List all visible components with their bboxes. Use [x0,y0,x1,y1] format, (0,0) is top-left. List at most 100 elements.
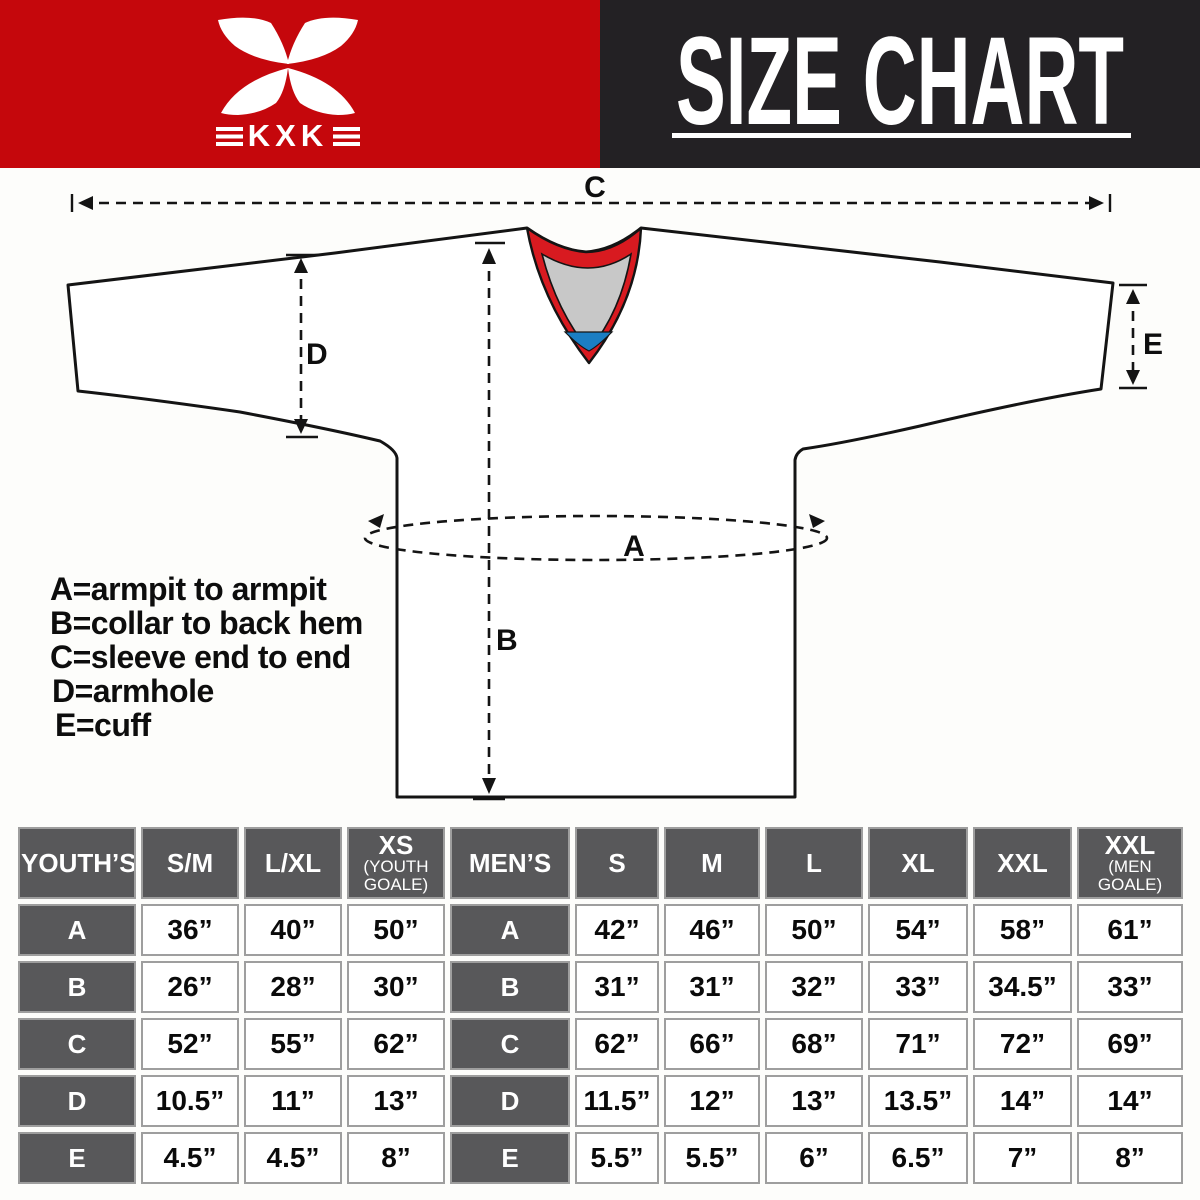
row-label-cell: C [18,1018,136,1070]
size-value-cell: 32” [765,961,863,1013]
men-goalie-note2: GOALE) [1097,875,1163,894]
table-row-e: E 4.5” 4.5” 8” E 5.5” 5.5” 6” 6.5” 7” 8” [18,1132,1183,1184]
row-label-cell: E [450,1132,570,1184]
size-value-cell: 36” [141,904,239,956]
size-value-cell: 11.5” [575,1075,659,1127]
men-col-m: M [664,827,760,899]
kxk-logo-icon: KXK [216,17,360,153]
size-value-cell: 61” [1077,904,1183,956]
size-value-cell: 5.5” [664,1132,760,1184]
size-value-cell: 4.5” [141,1132,239,1184]
legend-line-e: E=cuff [55,707,152,743]
measure-label-d: D [306,338,328,371]
men-goalie-size: XXL [1104,830,1156,861]
legend-line-b: B=collar to back hem [50,605,363,641]
jersey-measurement-diagram: C D B [0,168,1200,825]
table-row-a: A 36” 40” 50” A 42” 46” 50” 54” 58” 61” [18,904,1183,956]
size-value-cell: 14” [973,1075,1072,1127]
size-value-cell: 10.5” [141,1075,239,1127]
youth-col-goalie: XS (YOUTH GOALE) [347,827,445,899]
brand-banner: KXK [0,0,600,168]
youth-section-header: YOUTH’S [18,827,136,899]
row-label-cell: C [450,1018,570,1070]
title-underline [672,133,1131,138]
size-value-cell: 28” [244,961,342,1013]
size-value-cell: 30” [347,961,445,1013]
size-value-cell: 8” [347,1132,445,1184]
size-value-cell: 13” [765,1075,863,1127]
measure-arrow-b [473,241,505,801]
collar-inner-gray [540,252,633,352]
size-value-cell: 66” [664,1018,760,1070]
size-value-cell: 68” [765,1018,863,1070]
size-value-cell: 34.5” [973,961,1072,1013]
legend-line-d: D=armhole [52,673,214,709]
row-label-cell: A [18,904,136,956]
measure-label-a: A [623,530,645,563]
row-label-cell: A [450,904,570,956]
size-value-cell: 58” [973,904,1072,956]
size-value-cell: 71” [868,1018,968,1070]
size-value-cell: 26” [141,961,239,1013]
youth-goalie-size: XS [378,830,414,861]
size-value-cell: 31” [575,961,659,1013]
row-label-cell: E [18,1132,136,1184]
size-value-cell: 69” [1077,1018,1183,1070]
men-col-xxl: XXL [973,827,1072,899]
header: KXK SIZE CHART [0,0,1200,168]
size-value-cell: 13.5” [868,1075,968,1127]
youth-col-lxl: L/XL [244,827,342,899]
size-value-cell: 6” [765,1132,863,1184]
size-value-cell: 50” [765,904,863,956]
legend-line-c: C=sleeve end to end [50,639,351,675]
size-value-cell: 54” [868,904,968,956]
measure-arrow-e [1119,283,1147,390]
size-value-cell: 33” [1077,961,1183,1013]
measure-label-c: C [584,171,606,204]
size-value-cell: 62” [575,1018,659,1070]
measure-arrow-d [286,253,318,439]
row-label-cell: B [18,961,136,1013]
size-value-cell: 62” [347,1018,445,1070]
men-col-s: S [575,827,659,899]
size-value-cell: 31” [664,961,760,1013]
legend-line-a: A=armpit to armpit [50,571,327,607]
size-value-cell: 50” [347,904,445,956]
page-title: SIZE CHART [676,12,1124,151]
men-col-goalie: XXL (MEN GOALE) [1077,827,1183,899]
size-value-cell: 52” [141,1018,239,1070]
size-value-cell: 33” [868,961,968,1013]
row-label-cell: D [450,1075,570,1127]
size-value-cell: 46” [664,904,760,956]
size-value-cell: 14” [1077,1075,1183,1127]
collar-blue-insert [563,331,614,352]
size-value-cell: 8” [1077,1132,1183,1184]
men-goalie-note1: (MEN [1108,857,1152,877]
size-value-cell: 5.5” [575,1132,659,1184]
measurement-legend: A=armpit to armpit B=collar to back hem … [50,571,363,743]
size-value-cell: 7” [973,1132,1072,1184]
men-col-xl: XL [868,827,968,899]
size-value-cell: 12” [664,1075,760,1127]
logo-wordmark: KXK [248,118,328,153]
size-value-cell: 6.5” [868,1132,968,1184]
size-value-cell: 55” [244,1018,342,1070]
measure-label-e: E [1143,328,1163,361]
size-value-cell: 72” [973,1018,1072,1070]
row-label-cell: D [18,1075,136,1127]
size-value-cell: 11” [244,1075,342,1127]
size-value-cell: 40” [244,904,342,956]
table-row-b: B 26” 28” 30” B 31” 31” 32” 33” 34.5” 33… [18,961,1183,1013]
men-col-l: L [765,827,863,899]
measure-arrow-c [70,194,1112,212]
size-table: YOUTH’S S/M L/XL XS (YOUTH GOALE) MEN’S … [13,822,1188,1189]
title-banner: SIZE CHART [600,0,1200,168]
youth-goalie-note1: (YOUTH [363,857,429,877]
size-value-cell: 42” [575,904,659,956]
measure-label-b: B [496,624,518,657]
table-row-d: D 10.5” 11” 13” D 11.5” 12” 13” 13.5” 14… [18,1075,1183,1127]
table-header-row: YOUTH’S S/M L/XL XS (YOUTH GOALE) MEN’S … [18,827,1183,899]
table-row-c: C 52” 55” 62” C 62” 66” 68” 71” 72” 69” [18,1018,1183,1070]
men-section-header: MEN’S [450,827,570,899]
